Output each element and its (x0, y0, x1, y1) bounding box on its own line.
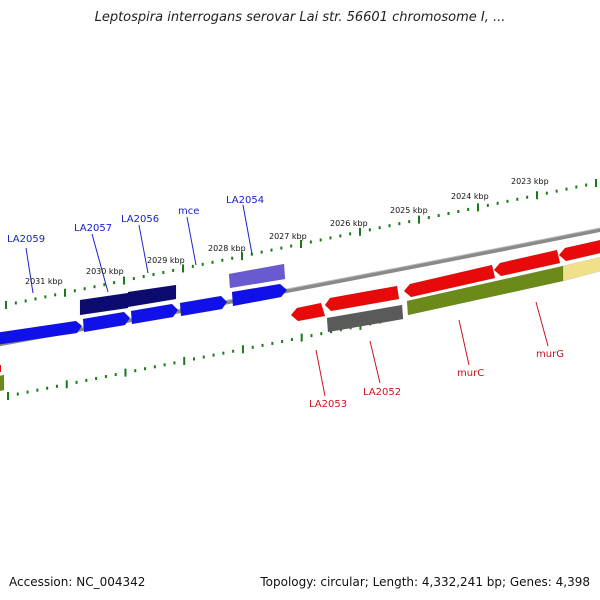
gene-label-reverse: LA2053 (309, 399, 347, 410)
gene-arrow-reverse (558, 239, 600, 262)
gene-block-forward-light (228, 263, 286, 289)
scale-label: 2031 kbp (25, 277, 63, 286)
gene-arrow-forward (179, 295, 228, 317)
labels: 2031 kbp 2030 kbp 2029 kbp 2028 kbp 2027 kbp… (7, 177, 564, 410)
label-leaders (25, 204, 549, 397)
leader-line-forward (242, 204, 253, 255)
scale-label: 2027 kbp (269, 232, 307, 241)
scale-label: 2023 kbp (511, 177, 549, 186)
gene-block-reverse-yellow (562, 256, 600, 282)
map-title: Leptospira interrogans serovar Lai str. … (94, 10, 506, 25)
accession-text: Accession: NC_004342 (9, 575, 146, 589)
gene-label-reverse: murG (536, 349, 564, 360)
gene-label-reverse: murC (457, 368, 484, 379)
leader-line-forward (91, 233, 109, 293)
leader-line-reverse (315, 349, 326, 397)
gene-label-reverse: LA2052 (363, 387, 401, 398)
gene-arrow-reverse (290, 302, 326, 322)
gene-block-reverse-grey (326, 304, 404, 333)
scale-label: 2025 kbp (390, 206, 428, 215)
scale-label: 2029 kbp (147, 256, 185, 265)
genome-summary-text: Topology: circular; Length: 4,332,241 bp… (260, 575, 590, 589)
leader-line-reverse (369, 340, 381, 384)
leader-line-reverse (458, 319, 470, 366)
leader-line-forward (186, 216, 197, 266)
gene-label-forward: LA2057 (74, 223, 112, 234)
scale-ticks (5, 179, 597, 400)
gene-arrow-forward (231, 283, 288, 307)
gene-arrow-reverse (324, 285, 400, 312)
leader-line-reverse (535, 301, 549, 347)
gene-arrow-forward (82, 311, 131, 333)
gene-block-forward-dark (127, 284, 177, 308)
gene-arrow-reverse (493, 249, 561, 277)
gene-label-forward: LA2059 (7, 234, 45, 245)
scale-label: 2030 kbp (86, 267, 124, 276)
gene-label-forward: mce (178, 206, 199, 217)
scale-label: 2024 kbp (451, 192, 489, 201)
leader-line-forward (138, 224, 149, 274)
gene-arrow-forward (130, 303, 179, 325)
leader-line-forward (25, 247, 34, 294)
gene-features (0, 239, 600, 392)
gene-block-forward-dark (79, 292, 129, 316)
scale-label: 2026 kbp (330, 219, 368, 228)
gene-label-forward: LA2056 (121, 214, 159, 225)
gene-arrow-reverse (403, 264, 496, 298)
scale-label: 2028 kbp (208, 244, 246, 253)
gene-label-forward: LA2054 (226, 195, 264, 206)
gene-block-reverse-olive (0, 374, 5, 392)
gene-arrow-forward (0, 320, 83, 345)
